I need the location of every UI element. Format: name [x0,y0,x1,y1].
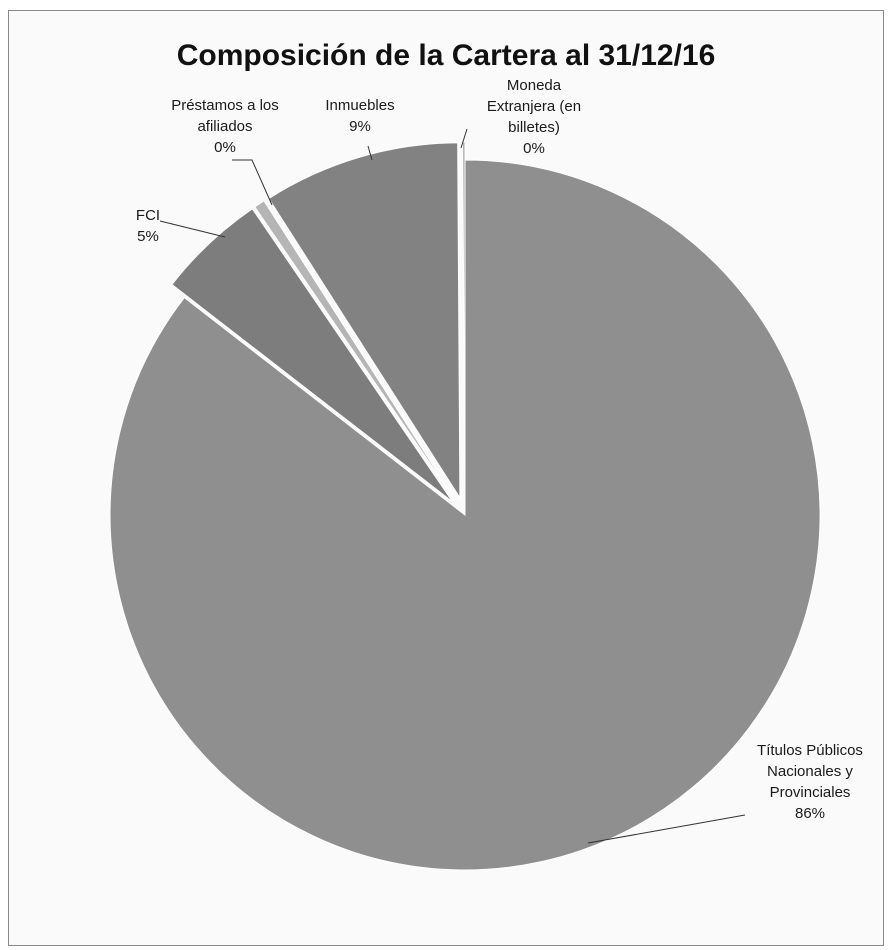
pie-slice-3 [268,142,461,500]
pie-slice-4 [462,141,466,498]
data-label-0: Títulos Públicos Nacionales y Provinciales… [757,742,863,822]
pie-slice-0 [109,159,821,871]
pie-slice-2 [254,200,456,501]
data-label-1: FCI 5% [136,207,160,245]
leader-line-2 [232,159,273,206]
data-label-4: Moneda Extranjera (en billetes) 0% [487,77,581,157]
leader-line-1 [159,220,226,238]
data-label-3: Inmuebles 9% [325,97,394,135]
data-label-2: Préstamos a los afiliados 0% [171,97,279,156]
chart-title: Composición de la Cartera al 31/12/16 [176,39,716,72]
pie-slice-1 [171,208,454,503]
leader-line-0 [587,814,746,844]
leader-line-3 [367,145,373,161]
leader-line-4 [460,128,468,149]
